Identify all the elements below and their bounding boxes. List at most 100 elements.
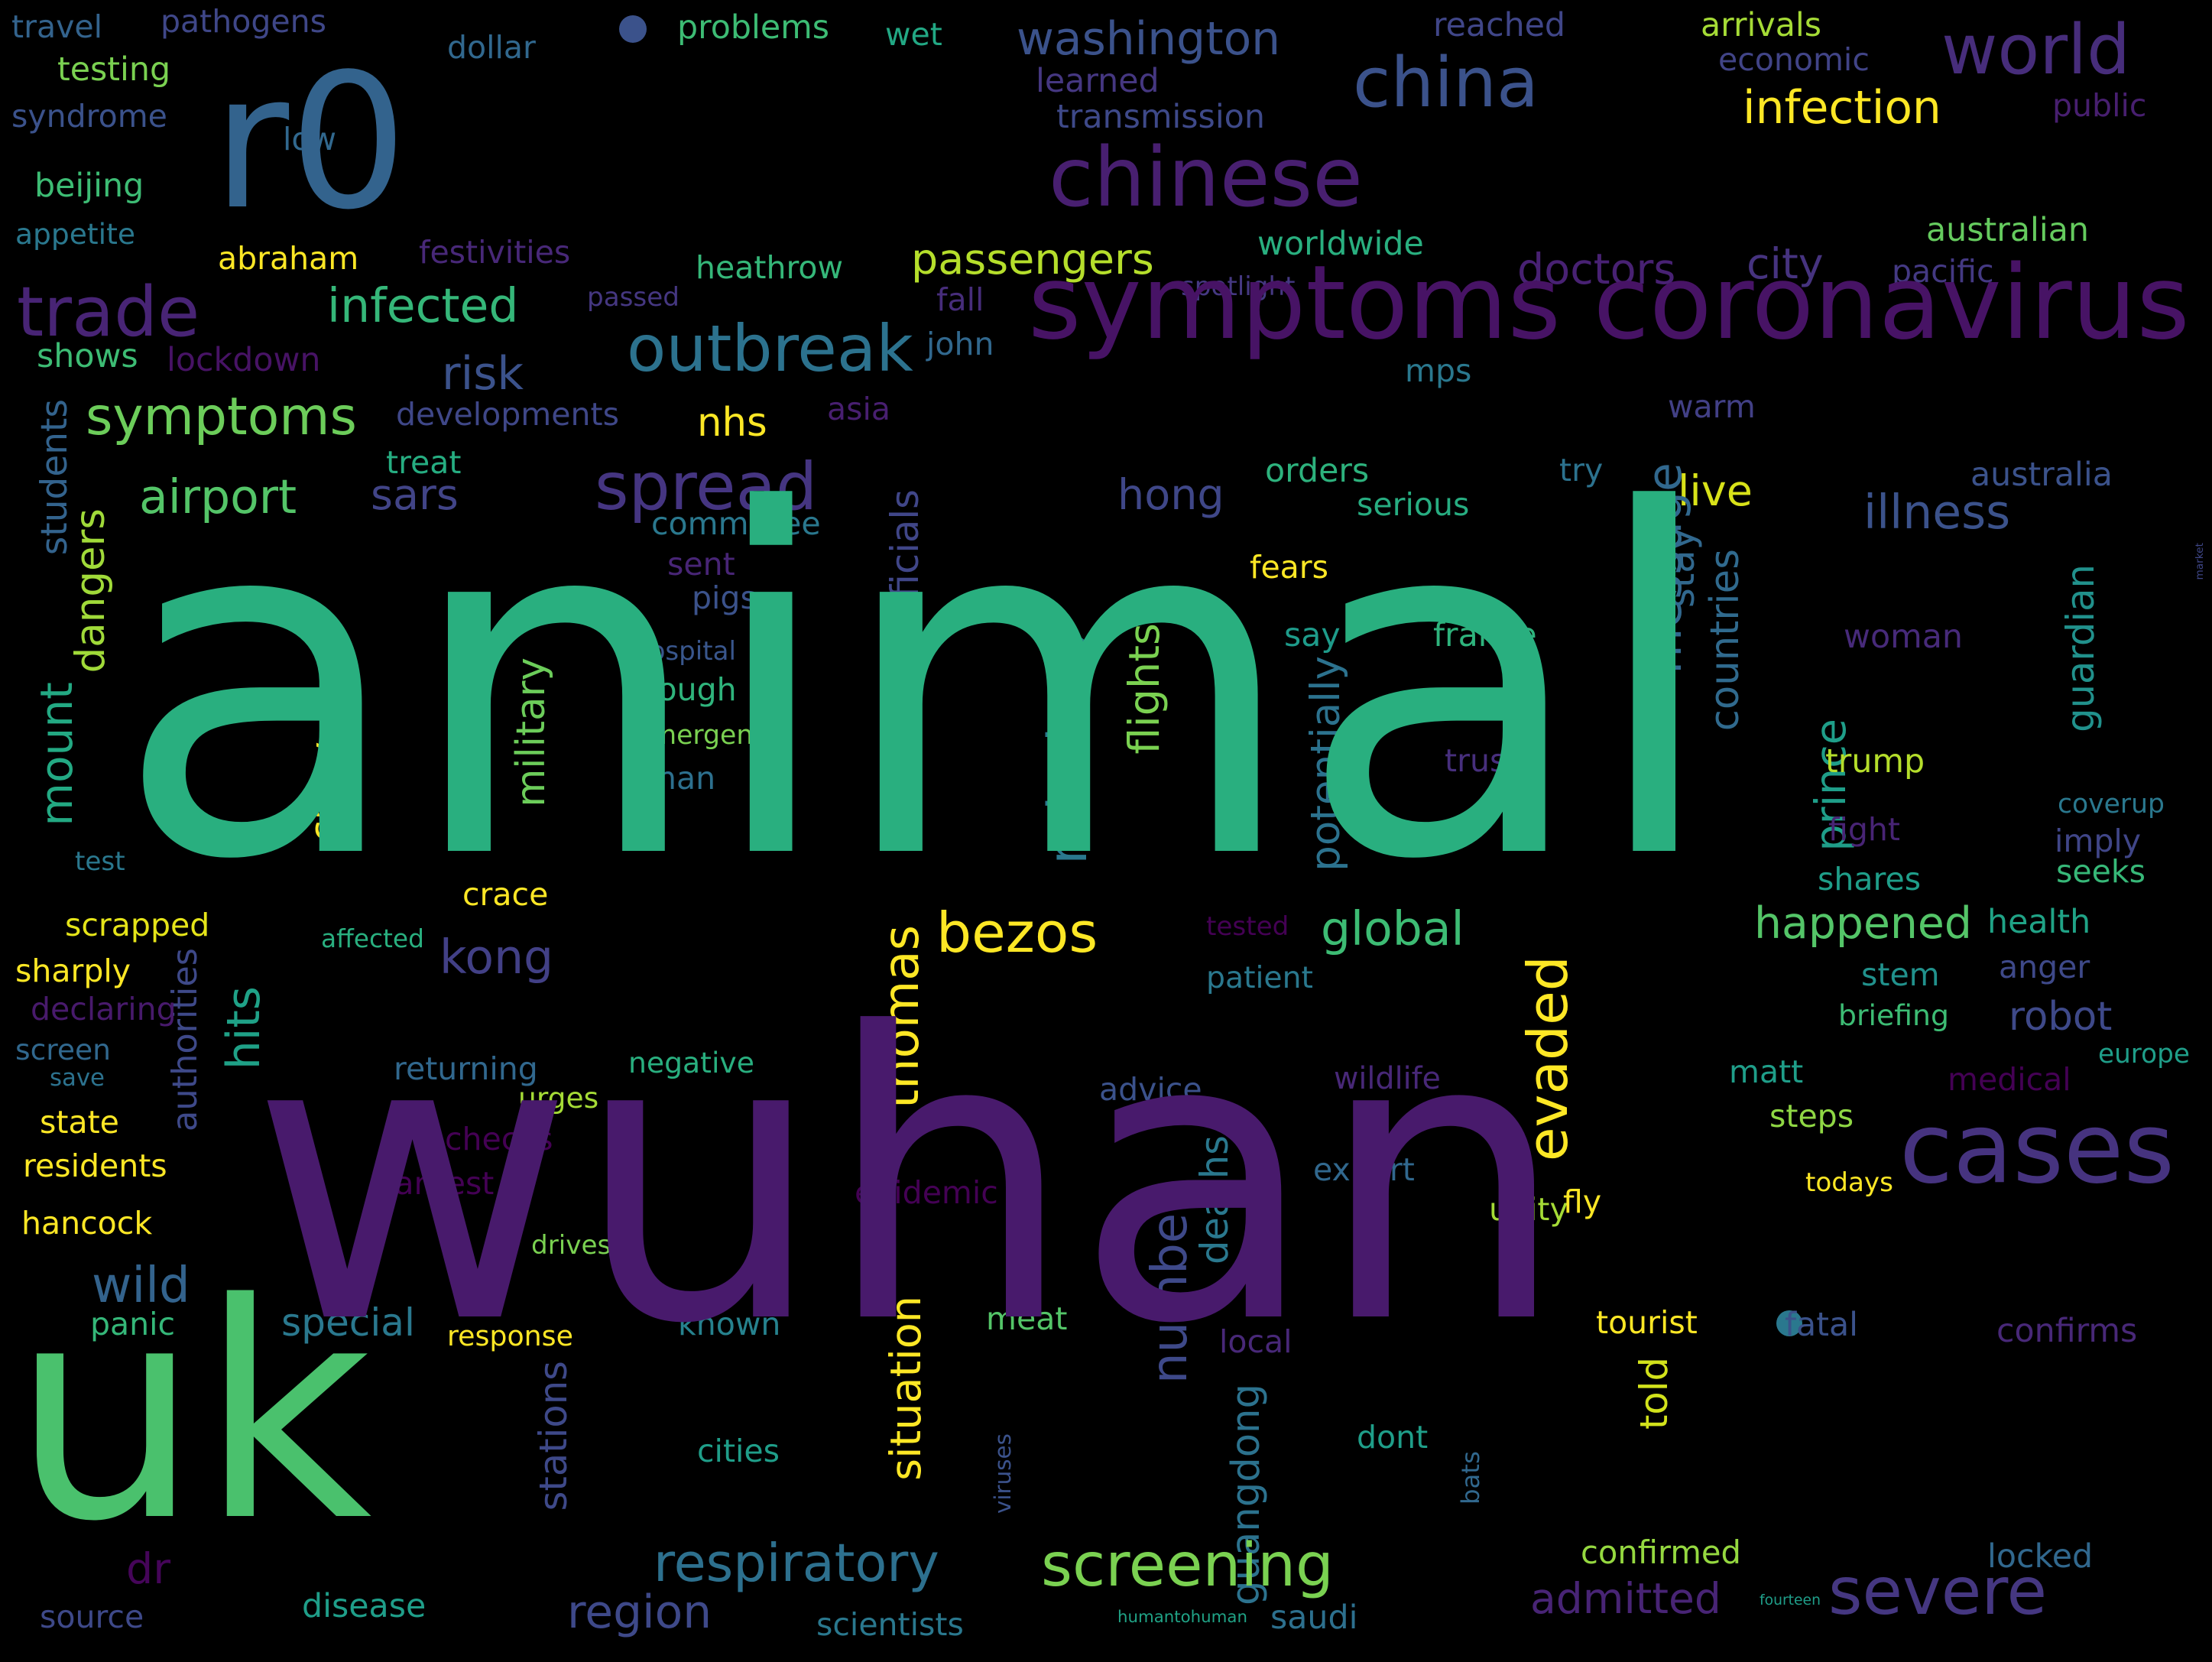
- word-tested: tested: [1206, 911, 1289, 942]
- word-passed: passed: [587, 282, 679, 313]
- word-drives: drives: [531, 1230, 611, 1261]
- word-outbreak: outbreak: [627, 311, 913, 386]
- word-stem: stem: [1861, 956, 1940, 993]
- word-checks: checks: [445, 1121, 553, 1157]
- word-beijing: beijing: [34, 167, 144, 205]
- word-animal: animal: [115, 412, 1721, 963]
- word-guardian: guardian: [2058, 564, 2103, 732]
- word-happened: happened: [1754, 898, 1972, 949]
- dot-mark-bottom: [1776, 1310, 1802, 1336]
- word-travel: travel: [11, 8, 102, 45]
- word-reached: reached: [1433, 6, 1566, 44]
- word-declaring: declaring: [31, 991, 177, 1027]
- word-crace: crace: [462, 876, 549, 913]
- word-public: public: [2052, 87, 2147, 124]
- word-china: china: [1353, 44, 1539, 123]
- word-imply: imply: [2055, 823, 2142, 859]
- word-abraham: abraham: [218, 240, 359, 277]
- word-region: region: [567, 1586, 712, 1639]
- word-dangers: dangers: [67, 508, 114, 674]
- word-fatal: fatal: [1785, 1306, 1859, 1344]
- word-robot: robot: [2009, 994, 2113, 1040]
- word-asia: asia: [827, 391, 891, 427]
- word-kong: kong: [439, 930, 554, 985]
- word-chinese: chinese: [1049, 131, 1363, 226]
- word-bats: bats: [1456, 1451, 1485, 1505]
- word-dr: dr: [126, 1544, 171, 1594]
- word-infected: infected: [327, 278, 519, 333]
- word-committee: committee: [651, 505, 821, 542]
- word-test: test: [75, 846, 125, 877]
- word-economic: economic: [1718, 41, 1870, 78]
- word-fears: fears: [1250, 549, 1329, 586]
- word-hong: hong: [1117, 470, 1224, 520]
- word-briefing: briefing: [1838, 998, 1949, 1032]
- word-warm: warm: [1668, 388, 1756, 425]
- word-steps: steps: [1769, 1098, 1854, 1135]
- word-australian: australian: [1926, 211, 2089, 249]
- word-state: state: [40, 1104, 119, 1141]
- word-wild: wild: [92, 1258, 190, 1314]
- dot-mark-top: [619, 15, 647, 43]
- word-appetite: appetite: [15, 217, 135, 251]
- word-trump: trump: [1825, 742, 1925, 781]
- word-risk: risk: [442, 347, 524, 401]
- word-say: say: [1284, 616, 1341, 654]
- word-epidemic: epidemic: [855, 1174, 998, 1211]
- word-known: known: [678, 1306, 781, 1342]
- word-fight: fight: [1828, 811, 1900, 848]
- word-admitted: admitted: [1530, 1575, 1721, 1624]
- word-r0: r0: [212, 34, 408, 251]
- word-europe: europe: [2098, 1039, 2190, 1070]
- word-saudi: saudi: [1270, 1599, 1358, 1637]
- word-todays: todays: [1805, 1167, 1893, 1198]
- word-pathogens: pathogens: [161, 3, 326, 40]
- word-mps: mps: [1405, 352, 1472, 389]
- word-export: export: [1313, 1151, 1415, 1188]
- word-dont: dont: [1357, 1419, 1429, 1456]
- word-save: save: [50, 1064, 105, 1092]
- word-low: low: [283, 121, 337, 157]
- word-passengers: passengers: [911, 235, 1154, 284]
- word-truss: truss: [1445, 742, 1523, 779]
- word-heathrow: heathrow: [696, 249, 844, 286]
- word-developments: developments: [396, 396, 619, 433]
- word-cities: cities: [697, 1433, 780, 1469]
- word-infection: infection: [1743, 81, 1941, 135]
- word-nhs: nhs: [697, 400, 767, 446]
- word-festivities: festivities: [419, 234, 571, 271]
- word-australia: australia: [1970, 456, 2113, 494]
- word-trade: trade: [17, 273, 200, 352]
- word-lockdown: lockdown: [167, 341, 321, 379]
- word-orders: orders: [1265, 452, 1370, 490]
- word-affected: affected: [321, 924, 424, 953]
- word-wet: wet: [885, 16, 942, 53]
- word-fall: fall: [936, 281, 984, 318]
- word-treat: treat: [386, 444, 462, 481]
- word-tourist: tourist: [1596, 1304, 1698, 1341]
- word-dollar: dollar: [447, 29, 536, 66]
- word-advice: advice: [1099, 1071, 1202, 1108]
- word-syndrome: syndrome: [11, 98, 167, 135]
- word-sent: sent: [667, 546, 735, 583]
- word-sharply: sharply: [15, 953, 131, 989]
- word-seeks: seeks: [2056, 853, 2146, 890]
- word-transmission: transmission: [1056, 98, 1265, 136]
- word-spotlight: spotlight: [1181, 271, 1296, 302]
- word-response: response: [447, 1320, 573, 1352]
- word-spread: spread: [595, 450, 818, 525]
- word-arrivals: arrivals: [1701, 6, 1822, 44]
- word-negative: negative: [628, 1046, 754, 1079]
- word-health: health: [1987, 903, 2091, 941]
- word-bezos: bezos: [936, 901, 1098, 966]
- word-humantohuman: humantohuman: [1117, 1608, 1247, 1627]
- word-man: man: [646, 760, 716, 797]
- word-serious: serious: [1357, 486, 1470, 523]
- word-uk: uk: [11, 1240, 372, 1586]
- word-pigs: pigs: [692, 579, 757, 616]
- word-global: global: [1321, 901, 1464, 956]
- word-live: live: [1678, 466, 1753, 516]
- word-residents: residents: [23, 1147, 167, 1184]
- word-unity: unity: [1489, 1191, 1568, 1228]
- word-doctors: doctors: [1517, 245, 1676, 294]
